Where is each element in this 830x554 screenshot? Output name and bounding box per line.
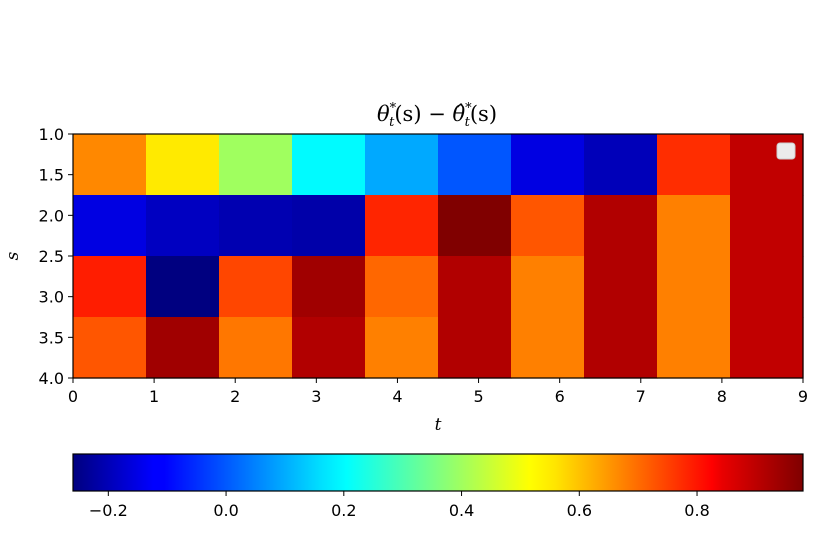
heatmap-cell [365,317,439,379]
heatmap-cell [73,256,147,318]
heatmap-cell [219,134,293,196]
y-tick-label: 2.5 [39,247,64,266]
y-tick-label: 1.5 [39,166,64,185]
heatmap-cell [511,256,585,318]
x-tick-label: 8 [717,387,727,406]
heatmap-cell [292,317,366,379]
y-tick-label: 3.0 [39,288,64,307]
heatmap-cell [730,317,804,379]
heatmap-cell [292,195,366,257]
heatmap-cell [584,256,658,318]
heatmap-cell [584,134,658,196]
heatmap-cell [365,256,439,318]
colorbar-tick-label: 0.2 [331,501,356,520]
heatmap-cell [146,195,220,257]
heatmap-cell [219,317,293,379]
heatmap-cell [219,195,293,257]
x-tick-label: 9 [798,387,808,406]
heatmap-cell [657,317,731,379]
y-tick-label: 2.0 [39,206,64,225]
heatmap-cell [292,134,366,196]
x-tick-label: 6 [555,387,565,406]
heatmap-cell [219,256,293,318]
x-tick-label: 0 [68,387,78,406]
heatmap-cell [438,256,512,318]
colorbar-tick-label: 0.6 [567,501,592,520]
heatmap-cell [146,256,220,318]
heatmap-cell [657,256,731,318]
x-tick-label: 1 [149,387,159,406]
colorbar-tick-label: 0.0 [213,501,238,520]
y-tick-label: 1.0 [39,125,64,144]
x-tick-label: 7 [636,387,646,406]
y-axis-label: s [3,251,23,260]
heatmap-cell [73,134,147,196]
chart-title: θ* t(s) − θ̂* t(s) [377,101,497,130]
colorbar [72,453,804,492]
legend-box [776,142,796,160]
heatmap-cell [657,134,731,196]
colorbar-tick-label: 0.4 [449,501,474,520]
heatmap-cell [73,317,147,379]
x-axis: 0 1 2 3 4 5 6 7 8 9 [68,378,808,406]
x-tick-label: 4 [392,387,402,406]
heatmap-cell [365,134,439,196]
heatmap-cell [73,195,147,257]
heatmap-cell [584,195,658,257]
y-axis: 1.0 1.5 2.0 2.5 3.0 3.5 4.0 [39,125,73,388]
y-tick-label: 3.5 [39,328,64,347]
colorbar-ticks: −0.2 0.0 0.2 0.4 0.6 0.8 [89,491,710,520]
heatmap-cell [292,256,366,318]
heatmap-cell [438,317,512,379]
heatmap-cell [657,195,731,257]
heatmap-cell [730,195,804,257]
heatmap-cell [365,195,439,257]
heatmap-cell [584,317,658,379]
x-axis-label: t [435,415,442,435]
heatmap-cell [730,256,804,318]
x-tick-label: 3 [311,387,321,406]
heatmap-cells [73,134,804,379]
heatmap-cell [511,134,585,196]
heatmap-cell [146,134,220,196]
colorbar-tick-label: 0.8 [684,501,709,520]
y-tick-label: 4.0 [39,369,64,388]
heatmap-cell [511,317,585,379]
x-tick-label: 2 [230,387,240,406]
heatmap-cell [438,195,512,257]
heatmap-cell [438,134,512,196]
heatmap-cell [511,195,585,257]
heatmap-cell [146,317,220,379]
colorbar-tick-label: −0.2 [89,501,128,520]
x-tick-label: 5 [473,387,483,406]
